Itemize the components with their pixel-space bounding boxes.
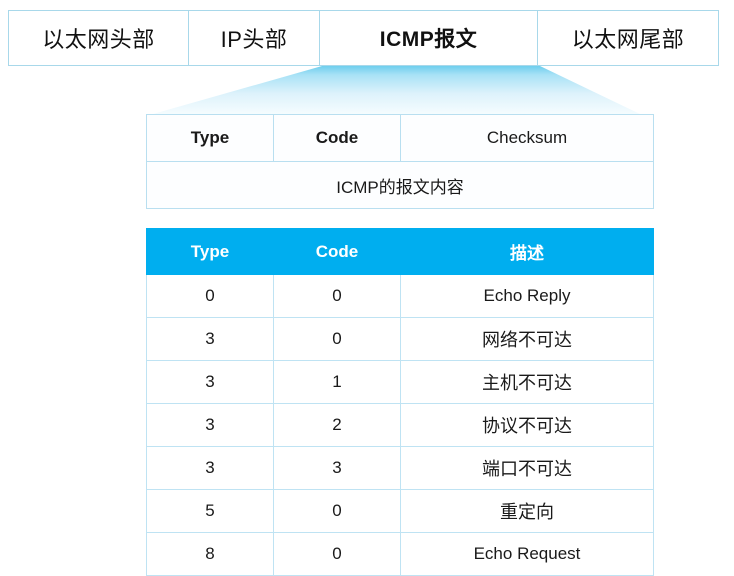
cell-description: 重定向 <box>400 489 654 533</box>
table-row: 0 0 Echo Reply <box>146 274 654 318</box>
cell-code: 0 <box>273 317 401 361</box>
expansion-funnel <box>146 66 644 116</box>
table-row: 3 1 主机不可达 <box>146 360 654 404</box>
icmp-header-code-cell: Code <box>273 114 401 162</box>
table-row: 8 0 Echo Request <box>146 532 654 576</box>
cell-type: 3 <box>146 360 274 404</box>
icmp-type-code-table: Type Code 描述 0 0 Echo Reply 3 0 网络不可达 3 … <box>146 228 654 576</box>
frame-cell-icmp-message: ICMP报文 <box>319 10 538 66</box>
table-header-row: Type Code 描述 <box>146 228 654 275</box>
cell-description: Echo Reply <box>400 274 654 318</box>
frame-cell-ip-header: IP头部 <box>188 10 320 66</box>
table-row: Type Code Checksum <box>146 114 654 162</box>
cell-type: 3 <box>146 403 274 447</box>
cell-type: 0 <box>146 274 274 318</box>
cell-type: 3 <box>146 317 274 361</box>
icmp-header-layout-table: Type Code Checksum ICMP的报文内容 <box>146 114 654 209</box>
frame-cell-ethernet-header: 以太网头部 <box>8 10 189 66</box>
cell-type: 8 <box>146 532 274 576</box>
cell-code: 3 <box>273 446 401 490</box>
table-row: 5 0 重定向 <box>146 489 654 533</box>
frame-cell-label: ICMP报文 <box>379 28 478 51</box>
frame-cell-label: IP头部 <box>220 27 288 52</box>
cell-code: 2 <box>273 403 401 447</box>
table-row: 3 0 网络不可达 <box>146 317 654 361</box>
icmp-payload-cell: ICMP的报文内容 <box>146 161 654 209</box>
column-header-code: Code <box>273 228 401 275</box>
protocol-frame-row: 以太网头部 IP头部 ICMP报文 以太网尾部 <box>8 10 722 66</box>
table-row: 3 3 端口不可达 <box>146 446 654 490</box>
cell-code: 0 <box>273 274 401 318</box>
cell-description: 网络不可达 <box>400 317 654 361</box>
icmp-header-type-cell: Type <box>146 114 274 162</box>
column-header-type: Type <box>146 228 274 275</box>
frame-cell-ethernet-trailer: 以太网尾部 <box>537 10 719 66</box>
frame-cell-label: 以太网尾部 <box>571 27 685 52</box>
frame-cell-label: 以太网头部 <box>42 27 155 52</box>
cell-description: 协议不可达 <box>400 403 654 447</box>
cell-description: 端口不可达 <box>400 446 654 490</box>
cell-type: 5 <box>146 489 274 533</box>
cell-code: 0 <box>273 532 401 576</box>
table-row: 3 2 协议不可达 <box>146 403 654 447</box>
cell-code: 0 <box>273 489 401 533</box>
cell-description: 主机不可达 <box>400 360 654 404</box>
icmp-header-checksum-cell: Checksum <box>400 114 654 162</box>
cell-code: 1 <box>273 360 401 404</box>
cell-type: 3 <box>146 446 274 490</box>
table-row: ICMP的报文内容 <box>146 161 654 209</box>
cell-description: Echo Request <box>400 532 654 576</box>
column-header-description: 描述 <box>400 228 654 275</box>
